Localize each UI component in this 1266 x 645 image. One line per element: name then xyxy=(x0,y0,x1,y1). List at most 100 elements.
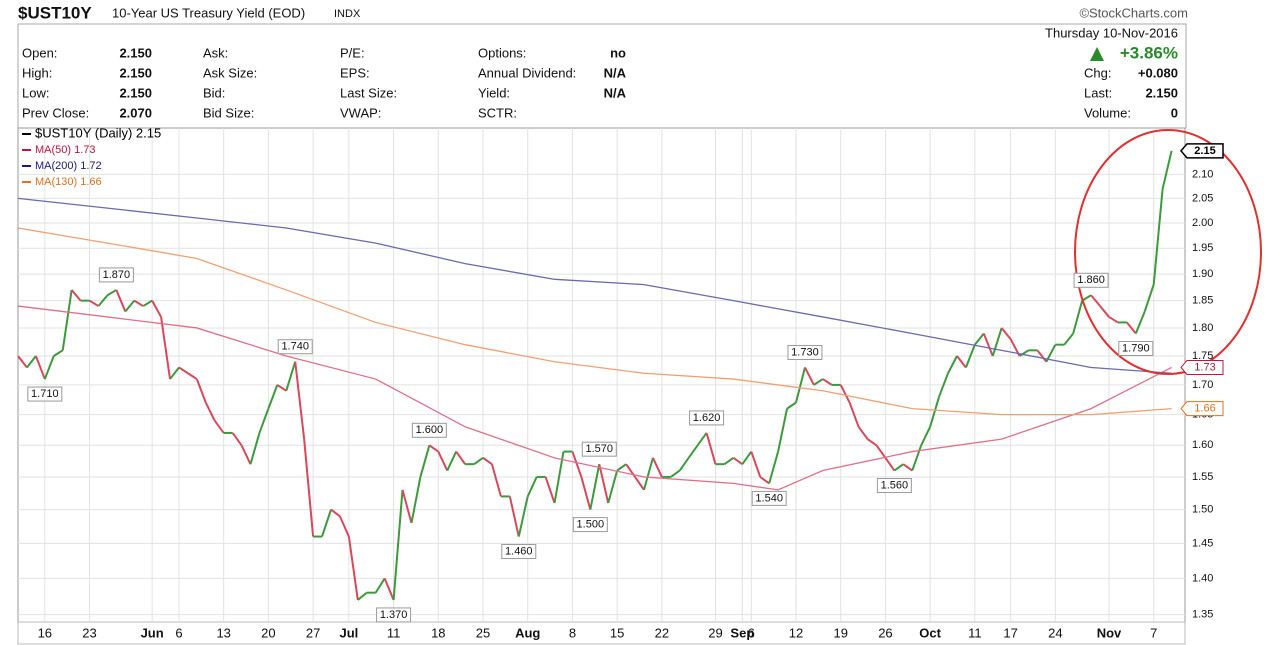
price-segment xyxy=(1099,305,1110,318)
price-segment xyxy=(410,476,422,524)
annotation-label: 1.570 xyxy=(585,443,613,455)
price-segment xyxy=(982,333,994,357)
y-tick-label: 2.00 xyxy=(1192,217,1213,229)
price-segment xyxy=(321,509,332,537)
quote-value: 2.150 xyxy=(1145,85,1178,100)
price-segment xyxy=(455,450,466,465)
annotation-box xyxy=(581,441,617,457)
price-segment xyxy=(61,289,73,351)
price-segment xyxy=(437,451,449,471)
price-segment xyxy=(956,355,967,369)
price-segment xyxy=(1108,316,1119,324)
price-segment xyxy=(991,327,1003,357)
quote-label: Bid: xyxy=(203,85,225,100)
price-segment xyxy=(974,332,985,346)
price-segment xyxy=(53,349,64,357)
x-tick-label: 13 xyxy=(216,625,230,640)
price-segment xyxy=(267,384,279,409)
quote-value: 2.150 xyxy=(119,45,152,60)
price-segment xyxy=(34,355,46,380)
price-segment xyxy=(741,450,753,465)
quote-value: no xyxy=(610,45,626,60)
price-segment xyxy=(482,457,493,465)
price-segment xyxy=(204,402,216,422)
price-segment xyxy=(732,457,743,465)
source: ©StockCharts.com xyxy=(1079,5,1188,20)
y-tick-label: 1.35 xyxy=(1192,608,1213,620)
price-segment xyxy=(1063,332,1074,346)
price-segment xyxy=(339,515,350,537)
x-tick-label: 18 xyxy=(431,625,445,640)
annotation-box xyxy=(411,422,447,438)
price-segment xyxy=(1152,188,1164,285)
price-segment xyxy=(249,432,261,465)
annotation-box xyxy=(876,478,912,494)
price-segment xyxy=(866,438,878,447)
quote-label: Bid Size: xyxy=(203,105,254,120)
x-tick-label: 19 xyxy=(833,625,847,640)
moving-average-line xyxy=(17,197,1172,374)
x-tick-label: 8 xyxy=(569,625,576,640)
moving-average-line xyxy=(17,305,1172,491)
price-segment xyxy=(428,444,439,453)
price-segment xyxy=(258,408,270,434)
price-segment xyxy=(678,457,690,472)
x-tick-label: 11 xyxy=(968,625,982,640)
x-tick-label: Sep xyxy=(730,625,754,640)
price-segment xyxy=(544,476,556,504)
annotation-box xyxy=(1118,340,1154,356)
price-segment xyxy=(884,457,896,472)
x-tick-label: 27 xyxy=(306,625,320,640)
y-tick-label: 2.10 xyxy=(1192,168,1213,180)
price-segment xyxy=(89,299,99,307)
price-segment xyxy=(598,463,610,504)
price-segment xyxy=(43,355,55,380)
annotation-label: 1.600 xyxy=(416,424,444,436)
price-segment xyxy=(124,300,136,313)
price-segment xyxy=(553,451,565,504)
x-tick-label: 26 xyxy=(878,625,892,640)
price-segment xyxy=(294,361,306,440)
price-segment xyxy=(374,577,386,594)
x-tick-label: 12 xyxy=(789,625,803,640)
quote-label: High: xyxy=(22,65,52,80)
quote-value: 2.070 xyxy=(119,105,152,120)
price-segment xyxy=(160,316,172,380)
up-arrow xyxy=(1090,47,1104,61)
annotation-box xyxy=(572,517,608,533)
title: $UST10Y xyxy=(18,3,92,22)
legend-label: MA(200) 1.72 xyxy=(35,160,102,172)
y-tick-label: 1.40 xyxy=(1192,572,1213,584)
price-segment xyxy=(616,463,627,472)
price-segment xyxy=(276,384,287,392)
price-segment xyxy=(1126,321,1137,335)
price-segment xyxy=(723,457,734,465)
subtitle: 10-Year US Treasury Yield (EOD) xyxy=(112,5,305,20)
price-segment xyxy=(580,476,592,510)
price-segment xyxy=(705,432,717,465)
x-axis-strip xyxy=(17,621,1186,645)
price-segment xyxy=(213,420,225,434)
price-segment xyxy=(643,457,654,491)
quote-value: 2.150 xyxy=(119,85,152,100)
price-segment xyxy=(964,344,976,368)
date: Thursday 10-Nov-2016 xyxy=(1045,25,1178,40)
price-segment xyxy=(902,463,913,472)
y-tick-label: 1.60 xyxy=(1192,439,1213,451)
x-tick-label: 16 xyxy=(38,625,52,640)
price-segment xyxy=(938,372,949,398)
annotation-label: 1.540 xyxy=(755,492,783,504)
price-segment xyxy=(1161,150,1173,189)
y-tick-label: 2.05 xyxy=(1192,192,1213,204)
annotation-box xyxy=(787,344,823,360)
price-segment xyxy=(195,378,207,403)
price-segment xyxy=(115,289,127,312)
y-tick-label: 1.45 xyxy=(1192,537,1213,549)
price-segment xyxy=(169,366,180,380)
annotation-label: 1.870 xyxy=(103,269,131,281)
price-segment xyxy=(187,372,198,380)
quote-label: EPS: xyxy=(340,65,370,80)
x-tick-label: 23 xyxy=(82,625,96,640)
price-segment xyxy=(1090,294,1101,307)
price-segment xyxy=(526,476,538,497)
